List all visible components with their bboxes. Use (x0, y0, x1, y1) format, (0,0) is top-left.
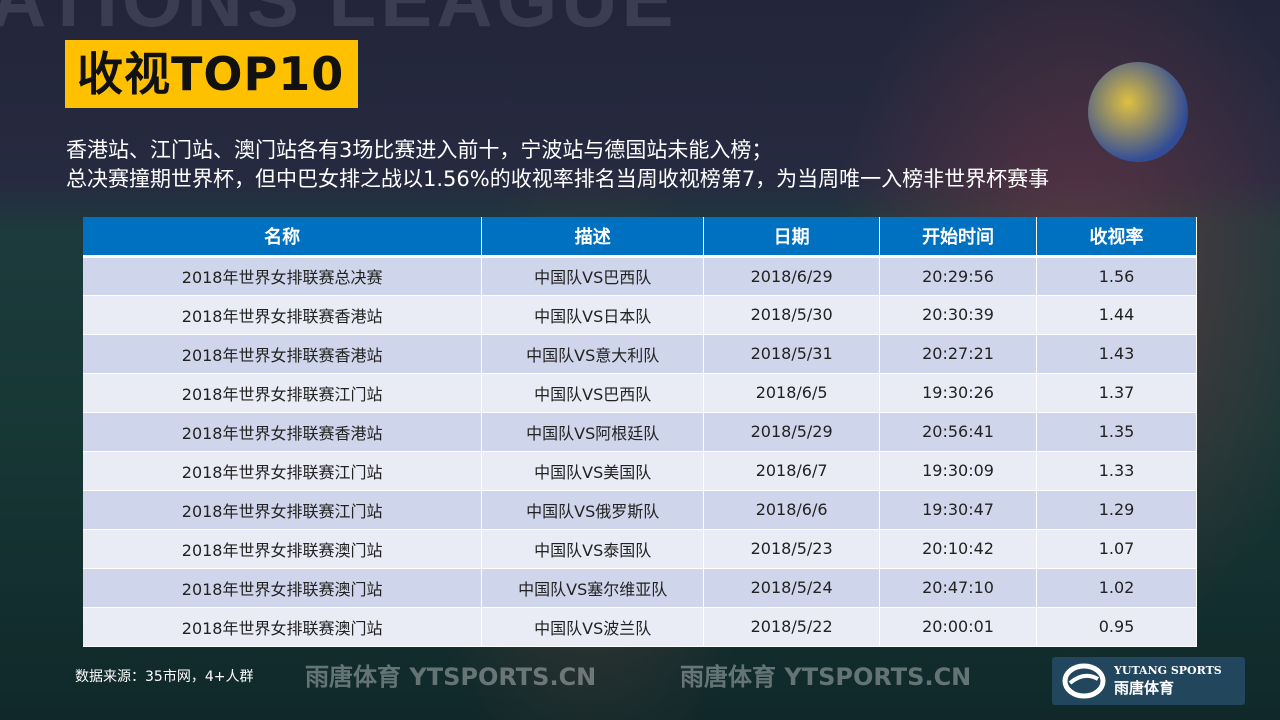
table-cell: 1.07 (1036, 529, 1197, 569)
table-cell: 中国队VS美国队 (481, 451, 705, 491)
table-row: 2018年世界女排联赛香港站 中国队VS日本队 2018/5/30 20:30:39 1… (83, 295, 1197, 335)
background-banner-text: ATIONS LEAGUE (0, 0, 678, 38)
table-cell: 2018年世界女排联赛香港站 (83, 412, 483, 452)
table-cell: 中国队VS意大利队 (481, 334, 705, 374)
table-cell: 2018年世界女排联赛江门站 (83, 451, 483, 491)
table-cell: 1.37 (1036, 373, 1197, 413)
column-header: 名称 (83, 217, 483, 258)
ratings-table: 名称 描述 日期 开始时间 收视率 2018年世界女排联赛总决赛 中国队VS巴西队 2018… (83, 217, 1197, 647)
table-row: 2018年世界女排联赛江门站 中国队VS美国队 2018/6/7 19:30:09 1.… (83, 451, 1197, 491)
subtitle-line: 香港站、江门站、澳门站各有3场比赛进入前十，宁波站与德国站未能入榜； (66, 138, 773, 162)
table-cell: 20:47:10 (879, 568, 1038, 608)
table-cell: 2018/5/30 (703, 295, 881, 335)
table-cell: 中国队VS泰国队 (481, 529, 705, 569)
table-row: 2018年世界女排联赛江门站 中国队VS巴西队 2018/6/5 19:30:26 1.… (83, 373, 1197, 413)
table-cell: 中国队VS日本队 (481, 295, 705, 335)
table-row: 2018年世界女排联赛江门站 中国队VS俄罗斯队 2018/6/6 19:30:47 1… (83, 490, 1197, 530)
table-cell: 2018/5/24 (703, 568, 881, 608)
table-cell: 2018年世界女排联赛香港站 (83, 334, 483, 374)
table-row: 2018年世界女排联赛香港站 中国队VS意大利队 2018/5/31 20:27:21… (83, 334, 1197, 374)
table-cell: 19:30:09 (879, 451, 1038, 491)
column-header: 收视率 (1036, 217, 1197, 258)
logo-text-en: YUTANG SPORTS (1114, 664, 1222, 677)
table-cell: 中国队VS巴西队 (481, 256, 705, 296)
table-cell: 2018年世界女排联赛香港站 (83, 295, 483, 335)
table-cell: 20:27:21 (879, 334, 1038, 374)
table-cell: 19:30:47 (879, 490, 1038, 530)
subtitle: 香港站、江门站、澳门站各有3场比赛进入前十，宁波站与德国站未能入榜； 总决赛撞期… (66, 136, 1049, 194)
table-cell: 20:56:41 (879, 412, 1038, 452)
table-cell: 2018/6/5 (703, 373, 881, 413)
yutang-sports-logo: YUTANG SPORTS 雨唐体育 (1052, 657, 1245, 705)
table-cell: 2018年世界女排联赛江门站 (83, 373, 483, 413)
table-cell: 1.56 (1036, 256, 1197, 296)
table-cell: 20:10:42 (879, 529, 1038, 569)
table-cell: 中国队VS阿根廷队 (481, 412, 705, 452)
table-cell: 1.44 (1036, 295, 1197, 335)
table-cell: 19:30:26 (879, 373, 1038, 413)
table-header: 名称 描述 日期 开始时间 收视率 (83, 217, 1197, 258)
table-cell: 1.33 (1036, 451, 1197, 491)
table-cell: 中国队VS俄罗斯队 (481, 490, 705, 530)
subtitle-line: 总决赛撞期世界杯，但中巴女排之战以1.56%的收视率排名当周收视榜第7，为当周唯… (66, 167, 1050, 191)
table-cell: 2018年世界女排联赛澳门站 (83, 529, 483, 569)
column-header: 日期 (703, 217, 881, 258)
table-cell: 1.02 (1036, 568, 1197, 608)
table-cell: 1.35 (1036, 412, 1197, 452)
table-cell: 0.95 (1036, 607, 1197, 647)
table-cell: 2018/5/22 (703, 607, 881, 647)
table-cell: 20:00:01 (879, 607, 1038, 647)
table-cell: 2018年世界女排联赛澳门站 (83, 568, 483, 608)
table-row: 2018年世界女排联赛香港站 中国队VS阿根廷队 2018/5/29 20:56:41… (83, 412, 1197, 452)
table-cell: 2018/5/31 (703, 334, 881, 374)
table-cell: 20:30:39 (879, 295, 1038, 335)
table-cell: 2018/5/23 (703, 529, 881, 569)
table-cell: 2018/5/29 (703, 412, 881, 452)
logo-text-cn: 雨唐体育 (1114, 679, 1175, 697)
yutang-logo-icon (1062, 663, 1106, 699)
table-cell: 2018/6/7 (703, 451, 881, 491)
table-cell: 20:29:56 (879, 256, 1038, 296)
page-title: 收视TOP10 (65, 40, 358, 108)
volleyball-image (1088, 62, 1188, 162)
table-cell: 1.29 (1036, 490, 1197, 530)
table-row: 2018年世界女排联赛澳门站 中国队VS塞尔维亚队 2018/5/24 20:47:1… (83, 568, 1197, 608)
table-cell: 中国队VS波兰队 (481, 607, 705, 647)
table-row: 2018年世界女排联赛澳门站 中国队VS波兰队 2018/5/22 20:00:01 0… (83, 607, 1197, 647)
table-cell: 2018/6/6 (703, 490, 881, 530)
column-header: 开始时间 (879, 217, 1038, 258)
data-source-note: 数据来源：35市网，4+人群 (75, 669, 254, 685)
table-cell: 2018/6/29 (703, 256, 881, 296)
table-cell: 1.43 (1036, 334, 1197, 374)
column-header: 描述 (481, 217, 705, 258)
table-cell: 中国队VS塞尔维亚队 (481, 568, 705, 608)
table-cell: 中国队VS巴西队 (481, 373, 705, 413)
table-cell: 2018年世界女排联赛澳门站 (83, 607, 483, 647)
table-cell: 2018年世界女排联赛江门站 (83, 490, 483, 530)
table-row: 2018年世界女排联赛澳门站 中国队VS泰国队 2018/5/23 20:10:42 1… (83, 529, 1197, 569)
table-row: 2018年世界女排联赛总决赛 中国队VS巴西队 2018/6/29 20:29:56 1… (83, 256, 1197, 296)
table-cell: 2018年世界女排联赛总决赛 (83, 256, 483, 296)
